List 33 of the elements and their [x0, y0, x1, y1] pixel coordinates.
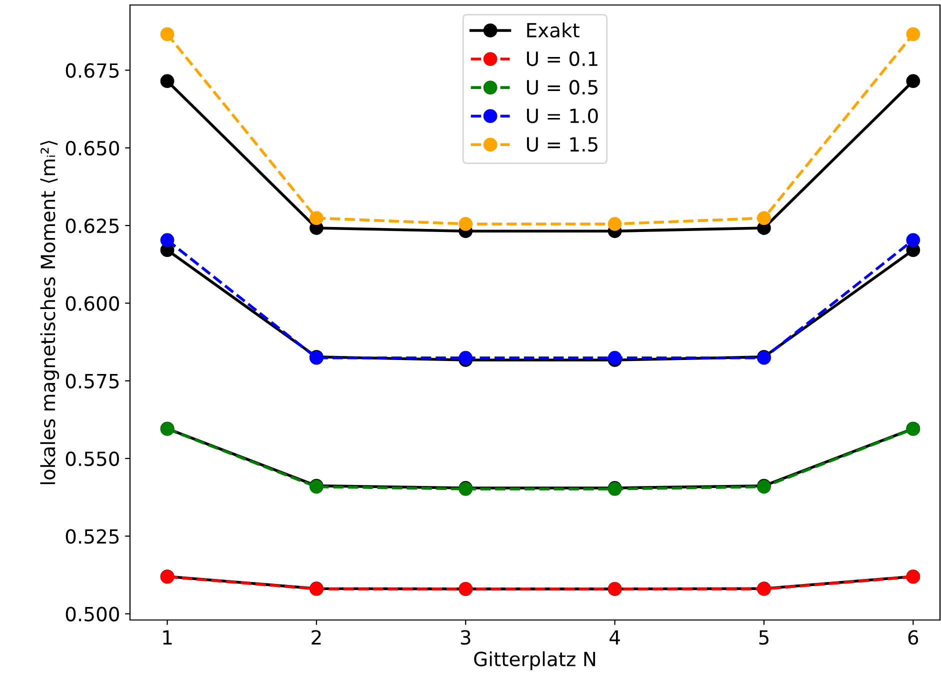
- x-tick-label: 4: [610, 630, 620, 644]
- y-tick-label: 0.550: [66, 451, 119, 466]
- point: [757, 211, 771, 226]
- legend-label: U = 0.1: [527, 51, 598, 66]
- y-axis-title: lokales magnetisches Moment ⟨mᵢ²⟩: [40, 140, 60, 484]
- y-tick-label: 0.675: [66, 63, 119, 78]
- point: [906, 74, 920, 88]
- x-tick-label: 1: [163, 630, 172, 644]
- y-tick-label: 0.600: [66, 296, 119, 311]
- x-tick-label: 6: [908, 630, 918, 645]
- point: [458, 217, 473, 231]
- point: [608, 350, 622, 365]
- point: [310, 211, 324, 226]
- y-tick-label: 0.575: [66, 374, 119, 388]
- point: [906, 233, 920, 248]
- legend-label: Exakt: [527, 22, 580, 38]
- legend-label: U = 1.0: [527, 108, 598, 124]
- point: [160, 233, 174, 248]
- y-tick-label: 0.525: [66, 529, 119, 544]
- y-tick-label: 0.650: [66, 140, 119, 156]
- legend-label: U = 1.5: [527, 137, 598, 152]
- point: [160, 74, 174, 88]
- point: [906, 27, 920, 42]
- y-tick-label: 0.500: [66, 606, 119, 622]
- x-axis-title: Gitterplatz N: [474, 651, 596, 670]
- point: [608, 217, 622, 231]
- point: [160, 27, 174, 42]
- y-tick-label: 0.625: [66, 218, 119, 234]
- x-tick-label: 5: [759, 630, 768, 645]
- x-tick-label: 2: [312, 630, 321, 644]
- legend-label: U = 0.5: [527, 80, 598, 95]
- point: [458, 350, 473, 365]
- x-tick-label: 3: [460, 630, 470, 645]
